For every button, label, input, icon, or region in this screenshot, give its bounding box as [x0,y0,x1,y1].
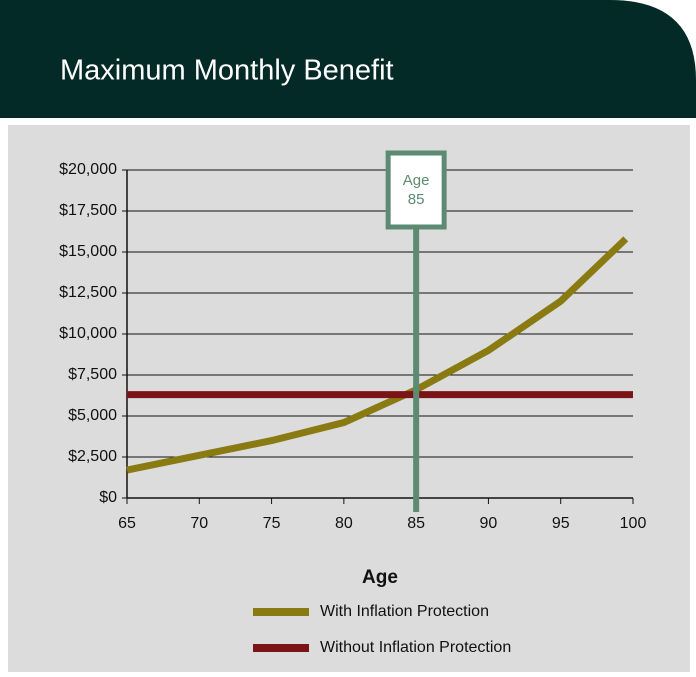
annotation-text: Age [403,172,430,189]
x-tick-label: 75 [263,515,281,532]
y-tick-label: $10,000 [59,325,117,342]
x-tick-label: 100 [620,515,647,532]
header [0,0,696,118]
y-tick-label: $2,500 [68,448,117,465]
x-tick-label: 80 [335,515,353,532]
y-tick-label: $5,000 [68,407,117,424]
chart-title: Maximum Monthly Benefit [60,55,394,87]
y-tick-label: $0 [99,489,117,506]
x-tick-label: 85 [407,515,425,532]
legend-label: With Inflation Protection [320,603,489,620]
series-line [126,236,629,474]
y-tick-label: $7,500 [68,366,117,383]
x-axis-label: Age [362,567,398,588]
x-tick-label: 70 [190,515,208,532]
legend-swatch [253,608,309,616]
y-tick-label: $15,000 [59,243,117,260]
annotation-box [385,150,447,230]
y-tick-label: $20,000 [59,161,117,178]
legend-label: Without Inflation Protection [320,639,511,656]
x-tick-label: 90 [480,515,498,532]
annotation-text: 85 [408,191,425,208]
y-tick-label: $17,500 [59,202,117,219]
legend-swatch [253,644,309,652]
panel [8,125,690,672]
x-tick-label: 95 [552,515,570,532]
x-tick-label: 65 [118,515,136,532]
y-tick-label: $12,500 [59,284,117,301]
